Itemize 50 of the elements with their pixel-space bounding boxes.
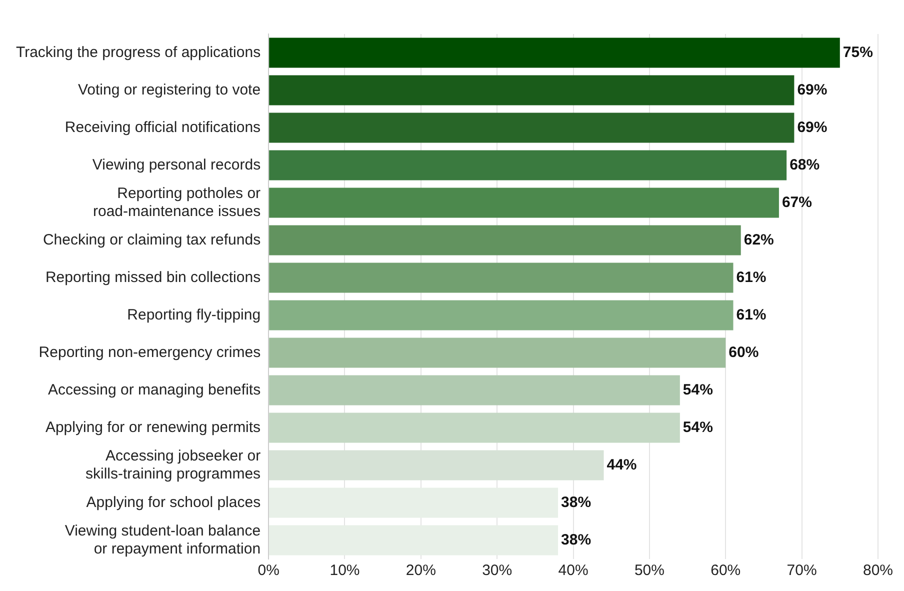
data-label: 62% xyxy=(744,231,774,248)
x-tick-label: 0% xyxy=(258,562,280,580)
bar xyxy=(269,225,741,256)
data-label: 67% xyxy=(782,194,812,211)
bar xyxy=(269,525,558,556)
bar xyxy=(269,300,734,330)
bar xyxy=(269,75,794,106)
y-tick-label: Receiving official notifications xyxy=(64,118,261,136)
x-tick-label: 60% xyxy=(710,562,741,580)
bar xyxy=(269,488,558,518)
y-tick-label: Viewing personal records xyxy=(92,156,261,174)
data-label: 69% xyxy=(797,118,828,136)
x-tick-label: 50% xyxy=(634,562,664,580)
data-label: 61% xyxy=(736,268,766,286)
bar xyxy=(269,188,779,218)
y-tick-label: Applying for school places xyxy=(86,494,261,511)
data-label: 75% xyxy=(842,44,873,61)
bar xyxy=(269,112,794,143)
x-tick-label: 10% xyxy=(330,562,360,580)
y-tick-label: Reporting potholes or road-maintenance issues xyxy=(92,184,261,220)
data-label: 54% xyxy=(682,418,713,436)
y-tick-label: Checking or claiming tax refunds xyxy=(42,231,261,248)
data-label: 38% xyxy=(561,531,592,548)
y-tick-label: Applying for or renewing permits xyxy=(45,418,261,436)
bar xyxy=(269,262,734,293)
y-tick-label: Voting or registering to vote xyxy=(78,81,261,98)
y-tick-label: Accessing or managing benefits xyxy=(48,381,261,398)
data-label: 44% xyxy=(606,456,637,474)
x-tick-label: 30% xyxy=(482,562,512,580)
bar xyxy=(269,150,787,180)
data-label: 68% xyxy=(790,156,820,174)
x-tick-label: 20% xyxy=(406,562,436,580)
bar xyxy=(269,450,604,480)
data-label: 61% xyxy=(736,306,766,324)
data-label: 60% xyxy=(728,344,759,361)
y-tick-label: Tracking the progress of applications xyxy=(16,44,261,61)
y-tick-label: Viewing student-loan balance or repayment information xyxy=(64,522,261,558)
data-label: 38% xyxy=(561,494,592,511)
x-tick-label: 40% xyxy=(558,562,588,580)
data-label: 54% xyxy=(682,381,713,398)
x-tick-label: 70% xyxy=(786,562,817,580)
y-tick-label: Reporting missed bin collections xyxy=(45,268,261,286)
bar xyxy=(269,375,680,406)
bar xyxy=(269,38,840,68)
bar xyxy=(269,338,726,368)
data-label: 69% xyxy=(797,81,828,98)
x-tick-label: 80% xyxy=(862,562,894,580)
y-tick-label: Reporting fly-tipping xyxy=(127,306,261,324)
y-tick-label: Accessing jobseeker or skills-training programmes xyxy=(86,447,261,482)
y-tick-label: Reporting non-emergency crimes xyxy=(38,344,261,361)
